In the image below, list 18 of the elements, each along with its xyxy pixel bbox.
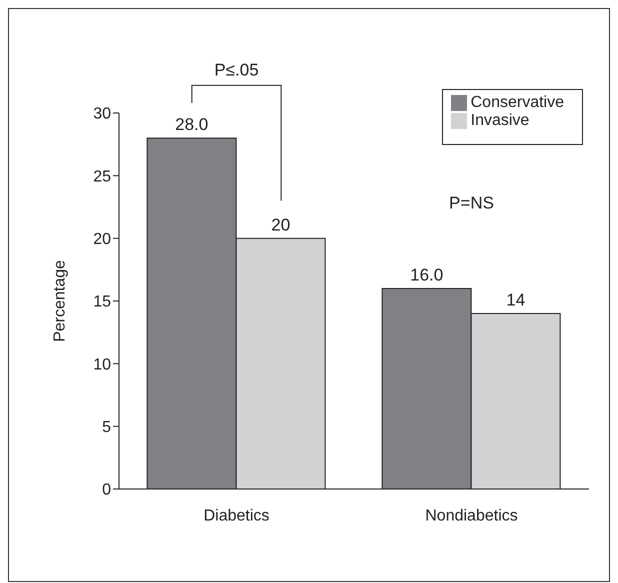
x-tick-label: Nondiabetics xyxy=(425,507,518,524)
y-tick-label: 30 xyxy=(93,106,112,123)
legend-label: Conservative xyxy=(470,94,564,111)
y-axis-title: Percentage xyxy=(52,260,69,342)
data-label: 20 xyxy=(271,215,290,234)
y-tick-label: 15 xyxy=(93,294,112,311)
x-tick-label: Diabetics xyxy=(204,507,270,524)
legend-label: Invasive xyxy=(470,112,530,129)
data-label: 14 xyxy=(506,290,526,310)
y-tick-label: 20 xyxy=(93,231,112,248)
text: P≤.05 xyxy=(214,60,259,80)
data-label: 16.0 xyxy=(410,265,444,284)
data-label: 28.0 xyxy=(175,115,208,134)
annotation: P=NS xyxy=(449,193,494,212)
y-tick-label: 5 xyxy=(102,419,112,436)
y-tick-label: 0 xyxy=(102,482,112,499)
y-tick-label: 25 xyxy=(93,168,112,186)
y-tick-label: 10 xyxy=(93,356,112,374)
